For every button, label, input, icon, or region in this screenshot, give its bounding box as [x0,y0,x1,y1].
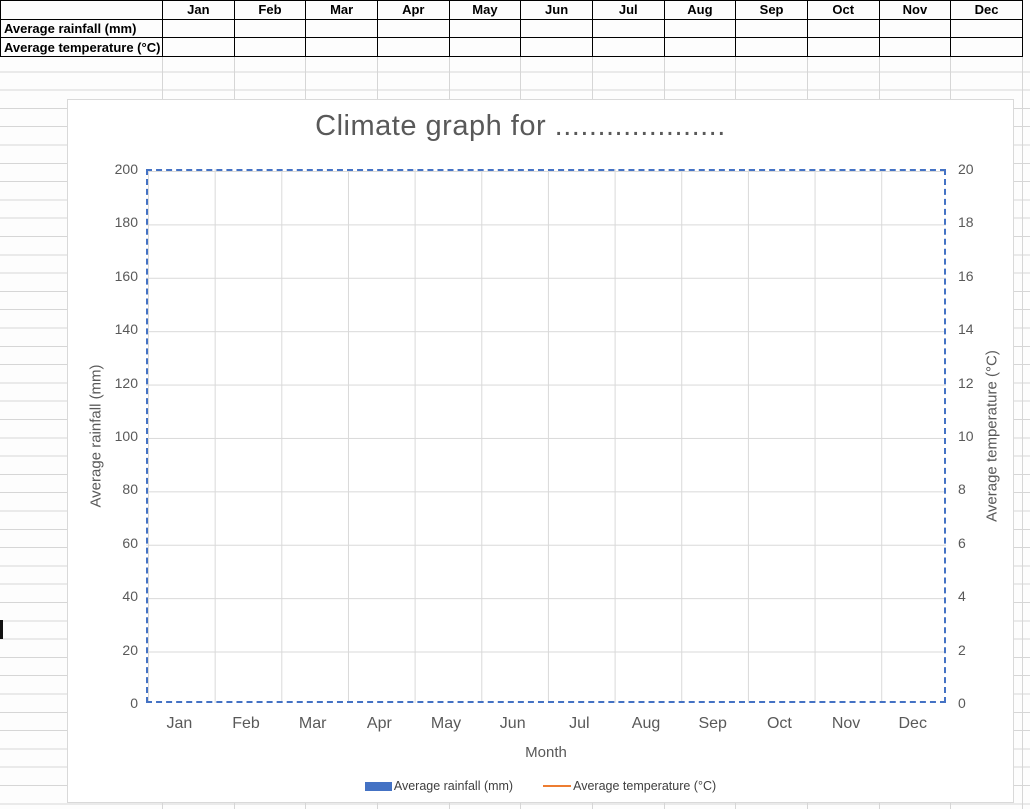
left-axis-tick-label: 160 [114,267,138,284]
table-cell[interactable] [520,37,593,58]
table-cell[interactable] [305,18,378,39]
month-header-cell[interactable]: Feb [233,0,307,20]
table-cell[interactable] [950,37,1023,58]
legend-item: Average rainfall (mm) [364,779,514,793]
table-cell[interactable] [162,37,235,58]
table-cell[interactable] [520,18,593,39]
x-axis-category-label: Sep [698,715,727,732]
right-axis-tick-label: 18 [958,214,974,231]
month-header-cell[interactable]: Nov [878,0,952,20]
month-header-cell[interactable]: Sep [735,0,808,20]
legend-line-swatch-icon [543,784,572,788]
left-axis-tick-label: 180 [114,214,138,231]
climate-chart[interactable]: Climate graph for .................... 2… [67,99,1014,803]
left-axis-tick-label: 40 [122,588,138,605]
table-cell[interactable] [663,18,737,39]
left-axis-tick-label: 60 [122,534,138,551]
table-cell[interactable] [448,18,522,39]
chart-legend: Average rainfall (mm) Average temperature… [68,779,1013,793]
x-axis-category-label: Jan [166,715,193,732]
right-axis-title: Average temperature (°C) [983,350,1001,522]
left-axis-tick-label: 20 [122,641,138,658]
right-axis-tick-label: 8 [958,481,966,498]
x-axis-category-label: Mar [298,715,327,732]
row-label-cell[interactable]: Average rainfall (mm) [0,18,163,39]
table-cell[interactable] [806,37,880,58]
x-axis-category-label: Jun [499,715,526,732]
month-header-cell[interactable]: May [448,0,522,20]
table-cell[interactable] [233,18,307,39]
x-axis-category-label: Dec [898,715,927,732]
x-axis-title: Month [525,744,567,761]
chart-title: Climate graph for .................... [315,110,726,142]
x-axis-category-label: Jul [569,715,590,732]
table-cell[interactable] [806,18,880,39]
right-axis-tick-label: 14 [958,321,974,338]
table-cell[interactable] [950,18,1023,39]
left-axis-tick-label: 120 [114,374,138,391]
month-header-cell[interactable]: Apr [376,0,450,20]
right-axis-tick-label: 16 [958,267,974,284]
table-corner-cell[interactable] [0,0,163,20]
table-cell[interactable] [878,18,952,39]
left-axis-tick-label: 100 [114,428,138,444]
month-header-cell[interactable]: Jan [162,0,235,20]
x-axis-category-label: Oct [766,715,792,732]
month-header-cell[interactable]: Jul [591,0,665,20]
table-cell[interactable] [233,37,307,58]
left-axis-tick-label: 80 [122,481,138,498]
table-cell[interactable] [735,37,808,58]
table-cell[interactable] [162,18,235,39]
legend-label: Average rainfall (mm) [393,779,514,793]
left-axis-tick-label: 200 [114,161,138,177]
table-cell[interactable] [448,37,522,58]
left-axis-title: Average rainfall (mm) [87,364,105,508]
table-cell[interactable] [591,18,665,39]
x-axis-category-label: Feb [232,715,260,732]
sheet-column-gridline [1022,54,1023,809]
table-cell[interactable] [735,18,808,39]
right-axis-tick-label: 2 [958,641,966,658]
row-label-cell[interactable]: Average temperature (°C) [0,37,163,58]
legend-label: Average temperature (°C) [573,779,717,793]
plot-area [146,169,946,703]
right-axis-tick-label: 4 [958,588,966,605]
table-cell[interactable] [591,37,665,58]
left-axis-tick-label: 0 [130,695,138,711]
month-header-cell[interactable]: Aug [663,0,737,20]
table-cell[interactable] [878,37,952,58]
right-axis-tick-label: 0 [958,695,966,711]
legend-item: Average temperature (°C) [543,779,716,793]
month-header-cell[interactable]: Dec [950,0,1023,20]
climate-data-table: Jan Feb Mar Apr May Jun Jul Aug Sep Oct Nov Dec Aver… [0,0,1023,58]
right-axis-tick-label: 12 [958,374,974,391]
table-cell[interactable] [376,18,450,39]
month-header-cell[interactable]: Mar [305,0,378,20]
x-axis-category-label: Aug [631,715,661,732]
x-axis-category-label: May [430,715,462,732]
table-cell[interactable] [663,37,737,58]
table-cell[interactable] [305,37,378,58]
x-axis-category-labels: Jan Feb Mar Apr May Jun Jul Aug Sep Oct Nov Dec [146,715,946,733]
left-edge-mark [0,620,3,639]
right-axis-tick-label: 6 [958,534,966,551]
right-axis-tick-label: 10 [958,428,974,444]
month-header-cell[interactable]: Jun [520,0,593,20]
x-axis-category-label: Apr [366,715,392,732]
x-axis-category-label: Nov [831,715,861,732]
table-cell[interactable] [376,37,450,58]
right-axis-tick-label: 20 [958,161,974,177]
month-header-cell[interactable]: Oct [806,0,880,20]
legend-bar-swatch-icon [364,781,392,791]
left-axis-tick-label: 140 [114,321,138,338]
